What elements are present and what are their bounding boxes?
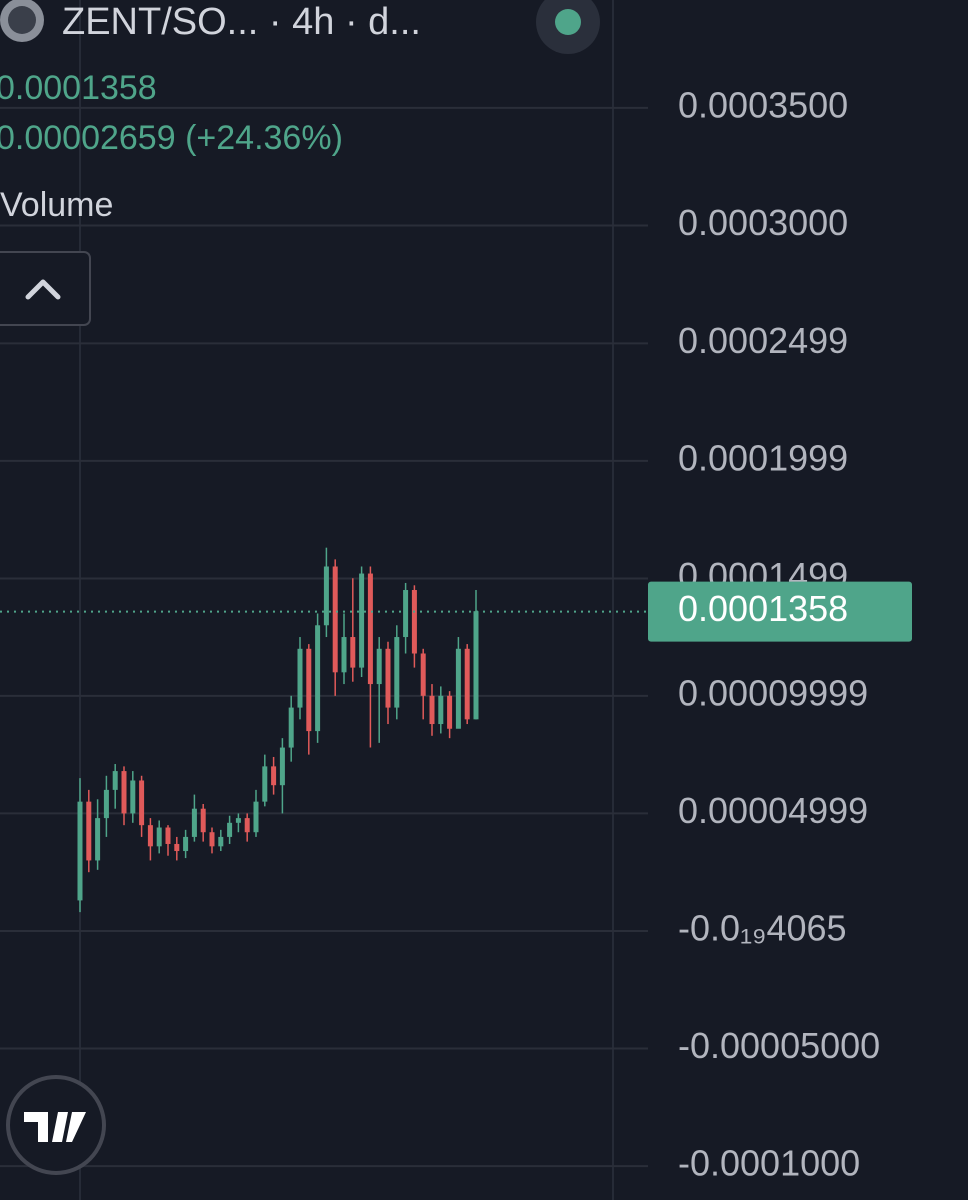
candle-body bbox=[271, 766, 277, 786]
candle-body bbox=[156, 827, 162, 847]
candle-body bbox=[420, 653, 426, 696]
y-tick-label: -0.0001000 bbox=[678, 1143, 860, 1184]
candle-body bbox=[262, 766, 268, 802]
candle-body bbox=[227, 822, 233, 837]
y-tick-label: -0.00005000 bbox=[678, 1025, 880, 1066]
candle-body bbox=[86, 801, 92, 861]
candle-body bbox=[403, 590, 409, 638]
candle-body bbox=[447, 695, 453, 729]
y-tick-label: 0.0002499 bbox=[678, 320, 848, 361]
candle-body bbox=[376, 648, 382, 685]
candle-body bbox=[235, 818, 241, 823]
collapse-button[interactable] bbox=[0, 251, 91, 326]
candle-body bbox=[112, 771, 118, 790]
candle-body bbox=[218, 836, 224, 847]
header-price: 0.0001358 bbox=[0, 69, 157, 107]
candle-body bbox=[332, 566, 338, 673]
y-tick-label: 0.00009999 bbox=[678, 672, 868, 713]
last-price-tag: 0.0001358 bbox=[0, 581, 912, 642]
candle-body bbox=[191, 808, 197, 837]
candle-body bbox=[367, 573, 373, 685]
candle-body bbox=[341, 637, 347, 673]
candle-body bbox=[279, 747, 285, 786]
candle-body bbox=[103, 789, 109, 819]
candle-body bbox=[350, 637, 356, 668]
candle-body bbox=[95, 818, 101, 861]
y-tick-label: 0.0001999 bbox=[678, 437, 848, 478]
symbol-title[interactable]: ZENT/SO... · 4h · d... bbox=[62, 1, 421, 43]
candle-body bbox=[464, 648, 470, 720]
y-tick-label: 0.00004999 bbox=[678, 790, 868, 831]
candle-body bbox=[455, 648, 461, 729]
header-change: 0.00002659 (+24.36%) bbox=[0, 119, 343, 157]
candle-body bbox=[174, 843, 180, 852]
candle-body bbox=[315, 625, 321, 732]
candle-body bbox=[359, 573, 365, 668]
candle-body bbox=[385, 648, 391, 708]
candle-body bbox=[165, 827, 171, 844]
candle-body bbox=[139, 780, 145, 826]
last-price-label: 0.0001358 bbox=[678, 588, 848, 629]
candle-body bbox=[244, 818, 250, 833]
candle-body bbox=[473, 611, 479, 720]
tv-logo-mark bbox=[24, 1112, 86, 1142]
price-axis: 0.0003500 0.0003000 0.0002499 0.0001999 0.00… bbox=[678, 84, 880, 1183]
status-dot bbox=[555, 9, 581, 35]
collapse-chevron bbox=[25, 279, 61, 300]
y-tick-label: 0.0003000 bbox=[678, 202, 848, 243]
candle-body bbox=[253, 801, 259, 833]
candles bbox=[77, 547, 479, 913]
last-price-box bbox=[648, 581, 912, 642]
candle-body bbox=[77, 801, 83, 901]
token-icon-inner bbox=[8, 6, 36, 34]
candle-body bbox=[130, 780, 136, 814]
candle-body bbox=[306, 648, 312, 732]
candle-body bbox=[183, 836, 189, 852]
candle-body bbox=[200, 808, 206, 833]
y-tick-label: 0.0003500 bbox=[678, 84, 848, 125]
candle-body bbox=[429, 695, 435, 725]
y-tick-label: -0.0₁₉4065 bbox=[678, 907, 847, 948]
candle-body bbox=[438, 695, 444, 725]
candle-body bbox=[394, 637, 400, 708]
candle-body bbox=[121, 771, 127, 814]
candle-body bbox=[288, 707, 294, 748]
candle-body bbox=[323, 566, 329, 626]
candle-body bbox=[411, 590, 417, 654]
candle-body bbox=[209, 832, 215, 847]
volume-legend: Volume bbox=[0, 186, 113, 224]
candle-body bbox=[147, 825, 153, 847]
candle-body bbox=[297, 648, 303, 708]
